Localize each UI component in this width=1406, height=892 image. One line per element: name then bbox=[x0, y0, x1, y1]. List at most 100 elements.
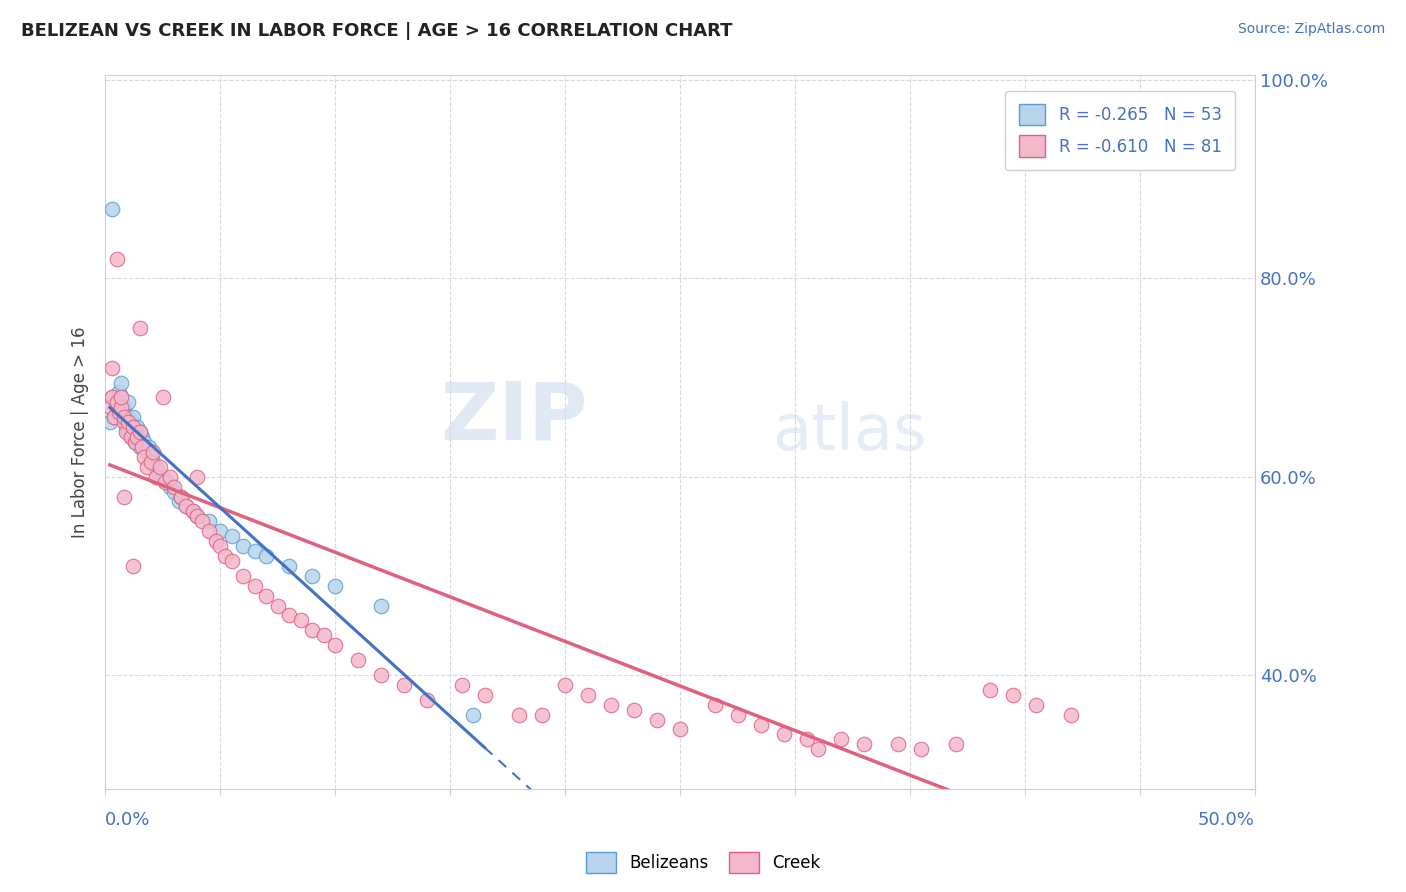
Point bbox=[174, 500, 197, 514]
Point bbox=[1060, 707, 1083, 722]
Legend: R = -0.265   N = 53, R = -0.610   N = 81: R = -0.265 N = 53, R = -0.610 N = 81 bbox=[1005, 91, 1234, 170]
Point bbox=[131, 440, 153, 454]
Point bbox=[110, 376, 132, 390]
Point bbox=[170, 490, 193, 504]
Point bbox=[142, 445, 165, 459]
Point bbox=[105, 405, 128, 419]
Point bbox=[531, 707, 554, 722]
Point bbox=[115, 420, 138, 434]
Point bbox=[145, 469, 167, 483]
Point bbox=[221, 529, 243, 543]
Point bbox=[159, 469, 181, 483]
Point bbox=[152, 469, 174, 483]
Point bbox=[290, 614, 312, 628]
Point bbox=[146, 465, 169, 479]
Point bbox=[232, 539, 254, 553]
Point bbox=[197, 524, 219, 539]
Point bbox=[301, 624, 323, 638]
Point bbox=[128, 321, 150, 335]
Point bbox=[278, 558, 301, 573]
Point bbox=[110, 401, 132, 415]
Point bbox=[204, 534, 226, 549]
Point bbox=[370, 668, 392, 682]
Point bbox=[135, 459, 157, 474]
Point bbox=[128, 425, 150, 439]
Point bbox=[312, 628, 335, 642]
Point bbox=[186, 469, 208, 483]
Point bbox=[772, 727, 794, 741]
Point bbox=[156, 475, 179, 489]
Point bbox=[112, 415, 135, 429]
Point bbox=[243, 579, 266, 593]
Point bbox=[101, 360, 124, 375]
Point bbox=[112, 405, 135, 419]
Point bbox=[186, 509, 208, 524]
Point bbox=[370, 599, 392, 613]
Point bbox=[145, 459, 167, 474]
Point bbox=[98, 415, 121, 429]
Point bbox=[749, 717, 772, 731]
Point bbox=[128, 425, 150, 439]
Point bbox=[186, 509, 208, 524]
Point bbox=[159, 480, 181, 494]
Point bbox=[323, 579, 346, 593]
Point bbox=[112, 490, 135, 504]
Point bbox=[117, 415, 139, 429]
Point bbox=[115, 410, 138, 425]
Point bbox=[167, 494, 190, 508]
Point bbox=[153, 475, 176, 489]
Point bbox=[105, 252, 128, 266]
Point bbox=[266, 599, 288, 613]
Point bbox=[138, 440, 160, 454]
Point bbox=[554, 678, 576, 692]
Point bbox=[703, 698, 725, 712]
Point bbox=[181, 504, 204, 518]
Point bbox=[117, 410, 139, 425]
Point bbox=[323, 638, 346, 652]
Point bbox=[121, 420, 143, 434]
Text: Source: ZipAtlas.com: Source: ZipAtlas.com bbox=[1237, 22, 1385, 37]
Text: atlas: atlas bbox=[772, 401, 927, 463]
Y-axis label: In Labor Force | Age > 16: In Labor Force | Age > 16 bbox=[72, 326, 89, 538]
Point bbox=[461, 707, 484, 722]
Point bbox=[1002, 688, 1025, 702]
Point bbox=[979, 682, 1001, 697]
Point bbox=[163, 480, 186, 494]
Point bbox=[450, 678, 472, 692]
Legend: Belizeans, Creek: Belizeans, Creek bbox=[579, 846, 827, 880]
Point bbox=[108, 385, 131, 400]
Point bbox=[392, 678, 415, 692]
Point bbox=[152, 390, 174, 404]
Point bbox=[181, 504, 204, 518]
Point bbox=[910, 742, 932, 756]
Point bbox=[796, 732, 818, 747]
Point bbox=[142, 455, 165, 469]
Point bbox=[131, 430, 153, 444]
Point bbox=[278, 608, 301, 623]
Point bbox=[232, 569, 254, 583]
Point bbox=[108, 405, 131, 419]
Point bbox=[254, 589, 277, 603]
Point bbox=[134, 435, 156, 450]
Point bbox=[170, 490, 193, 504]
Point bbox=[209, 524, 232, 539]
Point bbox=[115, 425, 138, 439]
Point bbox=[416, 692, 439, 706]
Text: BELIZEAN VS CREEK IN LABOR FORCE | AGE > 16 CORRELATION CHART: BELIZEAN VS CREEK IN LABOR FORCE | AGE >… bbox=[21, 22, 733, 40]
Point bbox=[124, 435, 146, 450]
Text: ZIP: ZIP bbox=[441, 379, 588, 457]
Point bbox=[141, 455, 163, 469]
Point bbox=[576, 688, 599, 702]
Point bbox=[623, 703, 645, 717]
Point bbox=[121, 420, 143, 434]
Point bbox=[120, 430, 142, 444]
Point bbox=[117, 425, 139, 439]
Point bbox=[101, 202, 124, 216]
Point bbox=[103, 410, 125, 425]
Point bbox=[197, 514, 219, 528]
Point bbox=[254, 549, 277, 563]
Point bbox=[101, 390, 124, 404]
Point bbox=[134, 450, 156, 464]
Point bbox=[105, 395, 128, 409]
Point bbox=[887, 737, 910, 751]
